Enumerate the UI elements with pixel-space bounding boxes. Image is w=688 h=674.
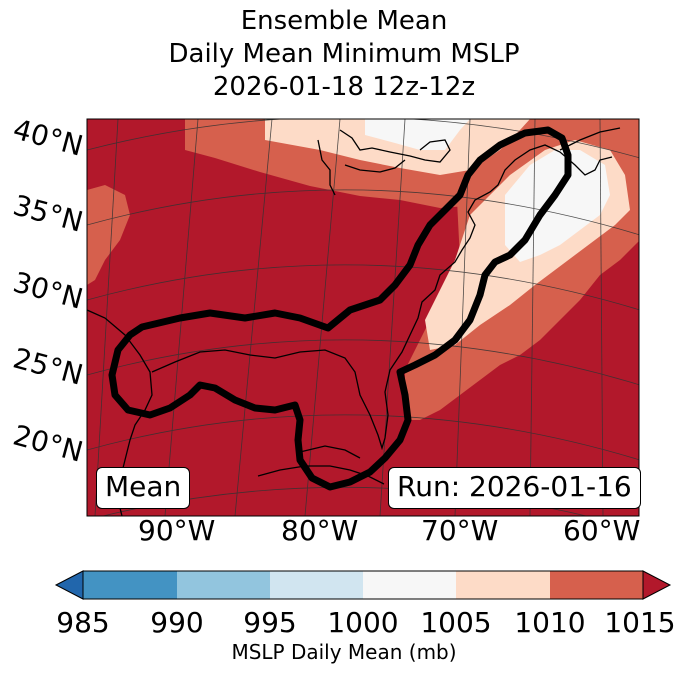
colorbar-tick-995: 995 bbox=[243, 606, 297, 639]
mean-badge: Mean bbox=[96, 467, 191, 509]
mslp-1010-contour bbox=[108, 126, 572, 491]
colorbar-frame bbox=[82, 570, 644, 600]
colorbar-tick-985: 985 bbox=[56, 606, 110, 639]
colorbar-bin-1005-1010 bbox=[456, 571, 550, 599]
mslp-995-1000-field bbox=[365, 119, 610, 262]
colorbar-tick-1005: 1005 bbox=[420, 606, 492, 639]
colorbar-tick-1015: 1015 bbox=[604, 606, 676, 639]
title-line-2: Daily Mean Minimum MSLP bbox=[168, 39, 520, 69]
title-line-1: Ensemble Mean bbox=[240, 6, 448, 36]
lon-label-60w: 60°W bbox=[563, 514, 641, 547]
colorbar-label: MSLP Daily Mean (mb) bbox=[231, 640, 457, 664]
colorbar-bin-990-995 bbox=[177, 571, 270, 599]
mslp-1005-1010-west bbox=[87, 185, 130, 285]
colorbar-bin-1010-1015 bbox=[550, 571, 643, 599]
lon-label-70w: 70°W bbox=[421, 514, 499, 547]
colorbar-tick-990: 990 bbox=[150, 606, 204, 639]
colorbar-bin-985-990 bbox=[83, 571, 177, 599]
title-line-3: 2026-01-18 12z-12z bbox=[212, 72, 476, 102]
colorbar-over-arrow bbox=[642, 570, 672, 600]
lon-label-80w: 80°W bbox=[281, 514, 359, 547]
colorbar-under-arrow bbox=[54, 570, 84, 600]
lon-label-90w: 90°W bbox=[138, 514, 216, 547]
colorbar-tick-1000: 1000 bbox=[327, 606, 399, 639]
map-frame bbox=[86, 118, 640, 517]
colorbar-bin-1000-1005 bbox=[363, 571, 456, 599]
run-date-badge: Run: 2026-01-16 bbox=[388, 467, 641, 509]
colorbar-bin-995-1000 bbox=[270, 571, 363, 599]
colorbar-tick-1010: 1010 bbox=[514, 606, 586, 639]
